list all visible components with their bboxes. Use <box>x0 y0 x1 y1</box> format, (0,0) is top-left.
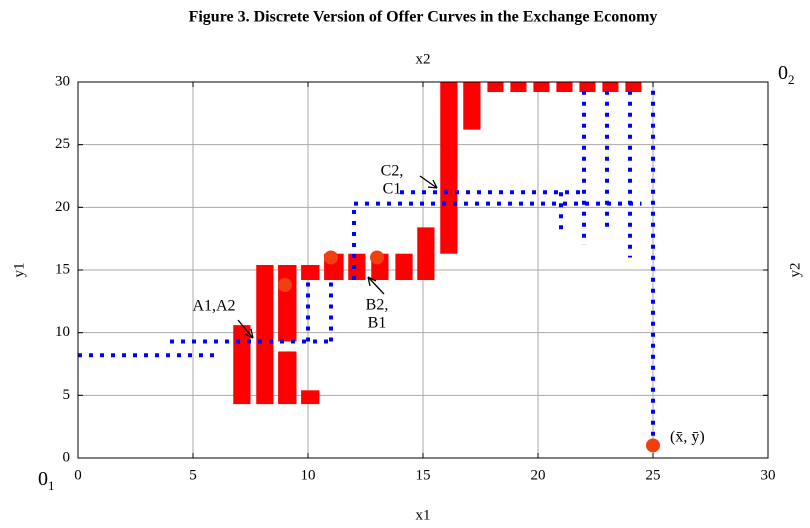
origin-1-main: 0 <box>38 468 48 490</box>
x-tick-label: 5 <box>189 467 197 483</box>
annotation: B2, <box>366 297 389 314</box>
allocation-box <box>348 253 366 281</box>
chart-title: Figure 3. Discrete Version of Offer Curv… <box>189 9 658 26</box>
annotation: B1 <box>368 315 387 332</box>
annotation: C2, <box>381 163 404 180</box>
allocation-box <box>463 82 481 130</box>
x-axis-label: x1 <box>416 507 431 523</box>
point <box>646 438 660 453</box>
top-axis-label: x2 <box>416 51 431 67</box>
annotation: A1,A2 <box>192 298 235 315</box>
arrow <box>419 175 438 189</box>
allocation-box <box>256 264 274 405</box>
arrow <box>367 276 385 295</box>
arrow-head <box>427 179 438 189</box>
x-tick-label: 30 <box>761 467 776 483</box>
x-tick-label: 20 <box>531 467 546 483</box>
y-axis-label: y1 <box>11 263 27 278</box>
y-tick-label: 30 <box>55 73 70 89</box>
x-tick-label: 15 <box>416 467 431 483</box>
origin-2-main: 0 <box>778 62 788 84</box>
allocation-box <box>301 264 320 281</box>
origin-2: 02 <box>778 62 795 87</box>
arrow-head <box>244 328 254 339</box>
allocation-box <box>579 82 596 93</box>
allocation-box <box>301 390 320 405</box>
marks-layer <box>78 82 660 453</box>
allocation-box <box>556 82 573 93</box>
allocation-box <box>602 82 619 93</box>
point <box>324 250 338 265</box>
arrow-head <box>367 276 377 287</box>
y-tick-label: 15 <box>55 261 70 277</box>
allocation-box <box>440 82 458 254</box>
allocation-box <box>278 351 297 405</box>
origin-2-sub: 2 <box>788 72 795 87</box>
allocation-box <box>233 325 251 405</box>
x-tick-label: 25 <box>646 467 661 483</box>
allocation-box <box>510 82 527 93</box>
annotation-layer: A1,A2 B2,B1 C2,C1 (x̄, ȳ) <box>192 163 704 446</box>
point <box>370 250 384 265</box>
point <box>278 278 292 293</box>
y-tick-label: 20 <box>55 199 70 215</box>
y-tick-label: 10 <box>55 324 70 340</box>
plot-frame <box>77 81 769 459</box>
arrow <box>237 319 254 339</box>
allocation-box <box>278 264 297 342</box>
allocation-box <box>417 227 435 281</box>
grid-layer: 0 5 10 15 20 25 30 0 5 10 15 20 25 30 <box>55 73 776 483</box>
origin-1-sub: 1 <box>48 478 55 493</box>
origin-1: 01 <box>38 468 55 493</box>
x-tick-label: 0 <box>74 467 82 483</box>
allocation-box <box>487 82 504 93</box>
allocation-box <box>395 253 413 281</box>
allocation-box <box>533 82 550 93</box>
y-tick-label: 25 <box>55 136 70 152</box>
x-tick-label: 10 <box>301 467 316 483</box>
annotation: C1 <box>383 181 402 198</box>
allocation-box <box>625 82 642 93</box>
y-tick-label: 0 <box>63 449 71 465</box>
y2-axis-label: y2 <box>787 263 803 278</box>
endpoint-label: (x̄, ȳ) <box>670 429 705 446</box>
y-tick-label: 5 <box>63 387 71 403</box>
